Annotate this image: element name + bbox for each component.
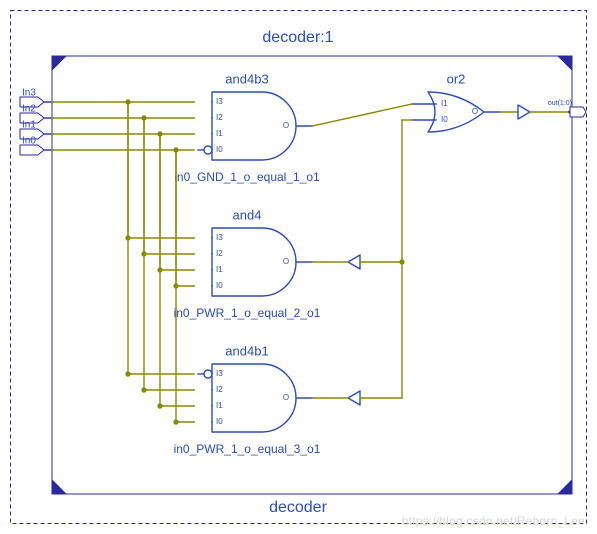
net [312, 104, 412, 126]
buf3 [348, 391, 360, 405]
and1-bubble [204, 146, 212, 154]
or-pin: I0 [441, 115, 448, 124]
watermark: https://blog.csdn.net/Reborn_Lee [402, 514, 585, 528]
and2-out-label: O [283, 257, 289, 266]
and2-type-label: and4 [233, 207, 262, 222]
and1-pinlabel: I2 [216, 113, 223, 122]
corner-marker [558, 56, 572, 70]
output-port [570, 107, 586, 117]
or-type-label: or2 [447, 71, 466, 86]
and1-pinlabel: I3 [216, 97, 223, 106]
and1-out-label: O [283, 121, 289, 130]
junction [126, 372, 130, 376]
and3-type-label: and4b1 [225, 343, 268, 358]
and3-inst-label: in0_PWR_1_o_equal_3_o1 [174, 442, 321, 456]
or-pin: I1 [441, 99, 448, 108]
or-out-label: O [472, 107, 478, 116]
hier-block-border [52, 56, 572, 494]
corner-marker [52, 56, 66, 70]
and2-inst-label: in0_PWR_1_o_equal_2_o1 [174, 306, 321, 320]
junction [158, 404, 162, 408]
junction [174, 420, 178, 424]
and1-type-label: and4b3 [225, 71, 268, 86]
and1-pinlabel: I0 [216, 145, 223, 154]
and1-inst-label: in0_GND_1_o_equal_1_o1 [174, 170, 320, 184]
schematic-frame: decoder:1 decoder I3 I2 I1 I0 Oand4b3 in0_GND_1… [10, 10, 587, 524]
output-port-label: out(1:0) [548, 100, 572, 107]
and2-pinlabel: I0 [216, 281, 223, 290]
input-port-label: In1 [22, 120, 36, 131]
corner-marker [558, 480, 572, 494]
and2-pinlabel: I2 [216, 249, 223, 258]
and3-pinlabel: I1 [216, 401, 223, 410]
and3-pinlabel: I0 [216, 417, 223, 426]
corner-marker [52, 480, 66, 494]
and2-pinlabel: I3 [216, 233, 223, 242]
block-title-top: decoder:1 [262, 29, 333, 46]
and1-pinlabel: I1 [216, 129, 223, 138]
out-buf [518, 105, 530, 119]
input-port-label: In2 [22, 104, 36, 115]
and3-pinlabel: I2 [216, 385, 223, 394]
and2-pinlabel: I1 [216, 265, 223, 274]
and3-pinlabel: I3 [216, 369, 223, 378]
block-title-bottom: decoder [269, 499, 327, 516]
buf2 [348, 255, 360, 269]
schematic-svg: decoder:1 decoder I3 I2 I1 I0 Oand4b3 in0_GND_1… [10, 10, 587, 524]
input-port-label: In3 [22, 88, 36, 99]
input-port-label: In0 [22, 136, 36, 147]
and3-bubble [204, 370, 212, 378]
junction [142, 388, 146, 392]
and3-out-label: O [283, 393, 289, 402]
